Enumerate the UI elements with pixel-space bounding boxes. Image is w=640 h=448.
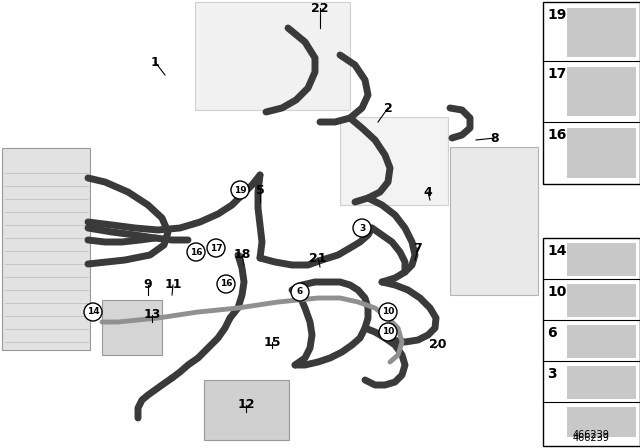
Text: 21: 21: [309, 251, 327, 264]
Bar: [567, 243, 636, 276]
Text: 6: 6: [297, 288, 303, 297]
Text: 3: 3: [359, 224, 365, 233]
Text: 9: 9: [144, 279, 152, 292]
Text: 11: 11: [164, 279, 182, 292]
Bar: [340, 117, 448, 205]
Text: 10: 10: [382, 307, 394, 316]
Bar: [567, 366, 636, 399]
Text: 16: 16: [189, 247, 202, 257]
Bar: [567, 407, 636, 437]
Text: 3: 3: [547, 367, 557, 381]
Bar: [567, 284, 636, 317]
Bar: [195, 2, 350, 110]
Text: 8: 8: [491, 132, 499, 145]
Bar: [204, 380, 289, 440]
Text: 14: 14: [86, 307, 99, 316]
Bar: [543, 238, 640, 446]
Text: 15: 15: [263, 336, 281, 349]
Text: 19: 19: [547, 8, 566, 22]
Text: 17: 17: [210, 244, 222, 253]
Bar: [2, 148, 90, 350]
Text: 16: 16: [547, 128, 566, 142]
Text: 12: 12: [237, 399, 255, 412]
Text: 22: 22: [311, 1, 329, 14]
Bar: [567, 128, 636, 178]
Text: 4: 4: [424, 185, 433, 198]
Text: 5: 5: [255, 184, 264, 197]
Circle shape: [353, 219, 371, 237]
Circle shape: [231, 181, 249, 199]
Circle shape: [379, 303, 397, 321]
Bar: [543, 2, 640, 184]
Text: 466239: 466239: [573, 430, 609, 440]
Circle shape: [379, 323, 397, 341]
Text: 14: 14: [547, 244, 566, 258]
Text: 2: 2: [383, 102, 392, 115]
Bar: [567, 67, 636, 116]
Circle shape: [84, 303, 102, 321]
Text: 18: 18: [234, 247, 251, 260]
Text: 10: 10: [547, 285, 566, 299]
Bar: [450, 147, 538, 295]
Text: 19: 19: [234, 185, 246, 194]
Circle shape: [207, 239, 225, 257]
Text: 10: 10: [382, 327, 394, 336]
Text: 466239: 466239: [573, 433, 609, 443]
Text: 6: 6: [547, 326, 557, 340]
Text: 7: 7: [413, 241, 422, 254]
Text: 1: 1: [150, 56, 159, 69]
Text: 13: 13: [143, 309, 161, 322]
Bar: [102, 300, 162, 355]
Text: 16: 16: [220, 280, 232, 289]
Text: 20: 20: [429, 339, 447, 352]
Bar: [567, 8, 636, 57]
Circle shape: [187, 243, 205, 261]
Circle shape: [217, 275, 235, 293]
Circle shape: [291, 283, 309, 301]
Bar: [567, 325, 636, 358]
Text: 17: 17: [547, 67, 566, 81]
